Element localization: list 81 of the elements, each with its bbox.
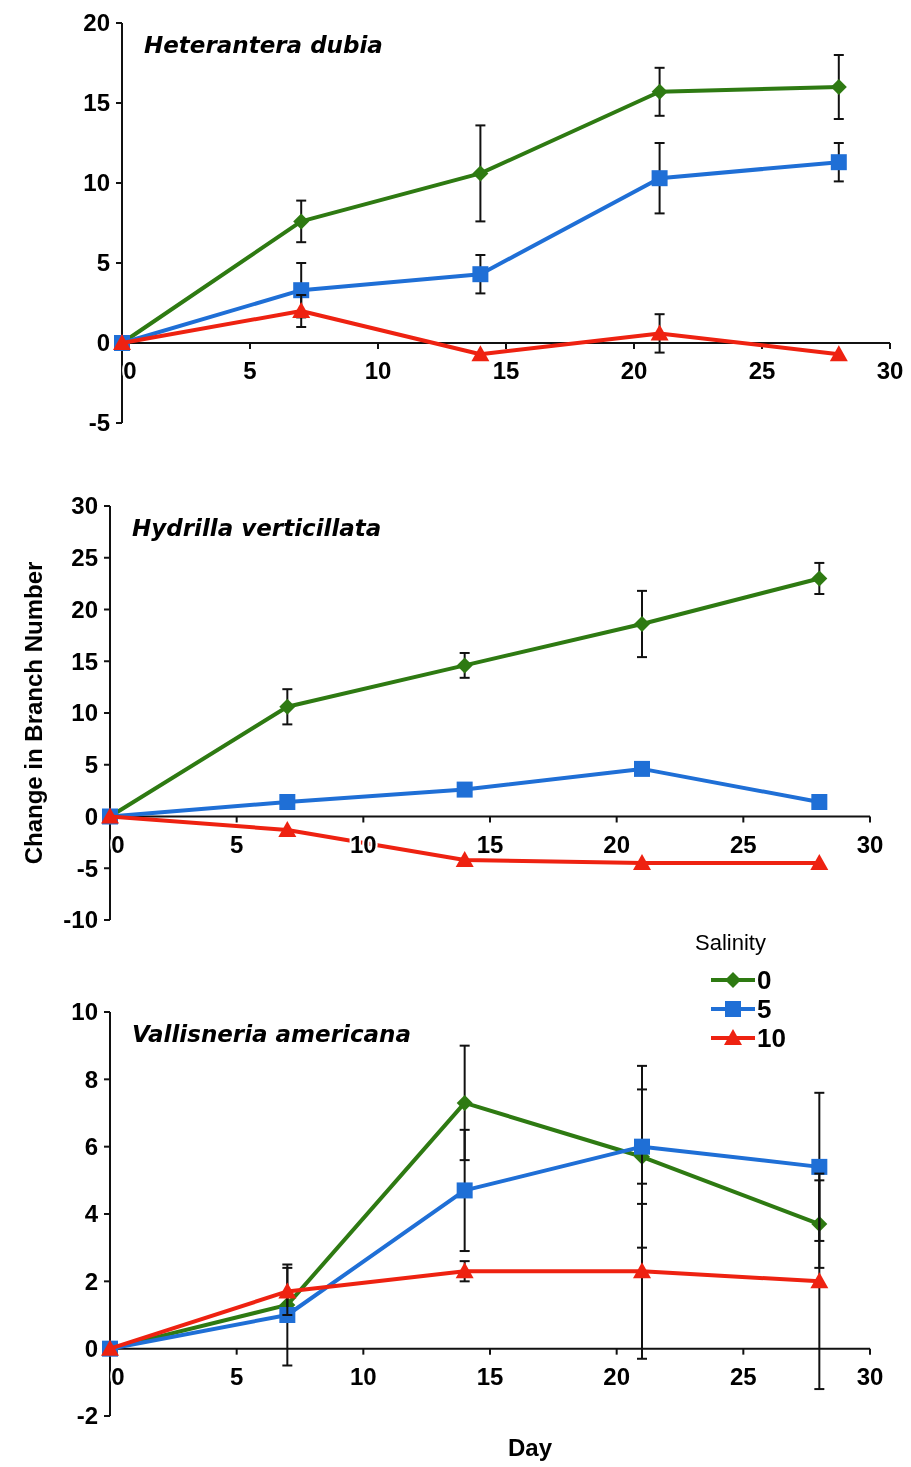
- x-tick-label: 0: [123, 357, 137, 384]
- point: [651, 83, 668, 100]
- point: [456, 657, 473, 674]
- y-tick-label: 5: [84, 751, 98, 779]
- y-tick-label: -2: [76, 1402, 98, 1430]
- point: [634, 615, 650, 632]
- y-tick-label: 5: [96, 249, 110, 277]
- point: [650, 324, 669, 341]
- y-tick-label: 0: [84, 1335, 98, 1363]
- x-tick-label: 5: [229, 1362, 244, 1390]
- point: [472, 266, 489, 283]
- point: [292, 302, 311, 318]
- point: [830, 79, 847, 95]
- point: [293, 282, 310, 299]
- x-tick-label: 30: [876, 357, 904, 384]
- x-tick-label: 10: [349, 1362, 377, 1390]
- chart-title: Hydrilla verticillata: [132, 515, 382, 541]
- y-tick-label: 10: [83, 169, 110, 197]
- point: [811, 1158, 828, 1175]
- point: [455, 850, 474, 867]
- point: [830, 154, 847, 171]
- point: [651, 170, 668, 187]
- x-tick-label: 20: [620, 357, 648, 384]
- point: [811, 794, 828, 811]
- y-tick-label: 20: [71, 595, 98, 623]
- legend-label: 0: [757, 965, 772, 996]
- x-tick-label: 15: [476, 830, 504, 858]
- point: [633, 854, 651, 871]
- x-tick-label: 20: [603, 1362, 631, 1390]
- x-tick-label: 25: [729, 830, 757, 858]
- point: [634, 1138, 650, 1155]
- legend-label: 5: [757, 994, 772, 1025]
- point: [293, 213, 310, 230]
- x-tick-label: 25: [729, 1362, 757, 1390]
- point: [456, 1094, 473, 1111]
- y-tick-label: 15: [83, 89, 110, 117]
- y-tick-label: 8: [84, 1065, 98, 1093]
- x-tick-label: 10: [364, 357, 392, 384]
- y-tick-label: 20: [83, 9, 110, 37]
- legend-label: 10: [757, 1023, 786, 1054]
- x-tick-label: 15: [476, 1362, 504, 1390]
- point: [811, 570, 828, 587]
- y-tick-label: 2: [84, 1267, 98, 1295]
- y-tick-label: 25: [71, 544, 98, 572]
- chart-title: Heterantera dubia: [144, 32, 383, 58]
- x-tick-label: 15: [492, 357, 520, 384]
- y-tick-label: 10: [71, 699, 98, 727]
- x-tick-label: 5: [243, 357, 257, 384]
- y-tick-label: -5: [88, 409, 110, 437]
- x-axis-title: Day: [507, 1434, 553, 1461]
- y-tick-label: 10: [71, 998, 98, 1026]
- point: [456, 781, 473, 798]
- point: [279, 698, 296, 715]
- y-tick-label: 15: [71, 647, 98, 675]
- y-tick-label: 6: [84, 1133, 98, 1161]
- point: [472, 165, 489, 182]
- point: [829, 345, 848, 362]
- point: [455, 1262, 474, 1279]
- x-tick-label: 30: [856, 1362, 884, 1390]
- point: [279, 794, 296, 811]
- point: [278, 820, 297, 837]
- point: [634, 760, 650, 777]
- x-tick-label: 25: [748, 357, 776, 384]
- y-tick-label: 4: [84, 1200, 99, 1228]
- point: [633, 1262, 651, 1279]
- point: [810, 1272, 829, 1289]
- x-tick-label: 20: [603, 830, 631, 858]
- y-axis-title: Change in Branch Number: [20, 561, 47, 865]
- y-tick-label: 0: [96, 329, 110, 357]
- point: [456, 1182, 473, 1199]
- point: [471, 345, 490, 362]
- x-tick-label: 30: [856, 830, 884, 858]
- chart-title: Vallisneria americana: [132, 1021, 411, 1047]
- point: [278, 1282, 297, 1299]
- legend-title: Salinity: [695, 930, 766, 955]
- x-tick-label: 5: [229, 830, 244, 858]
- y-tick-label: 0: [84, 802, 98, 830]
- y-tick-label: -10: [63, 906, 98, 934]
- y-tick-label: -5: [76, 854, 98, 882]
- point: [810, 854, 829, 871]
- y-tick-label: 30: [71, 492, 98, 520]
